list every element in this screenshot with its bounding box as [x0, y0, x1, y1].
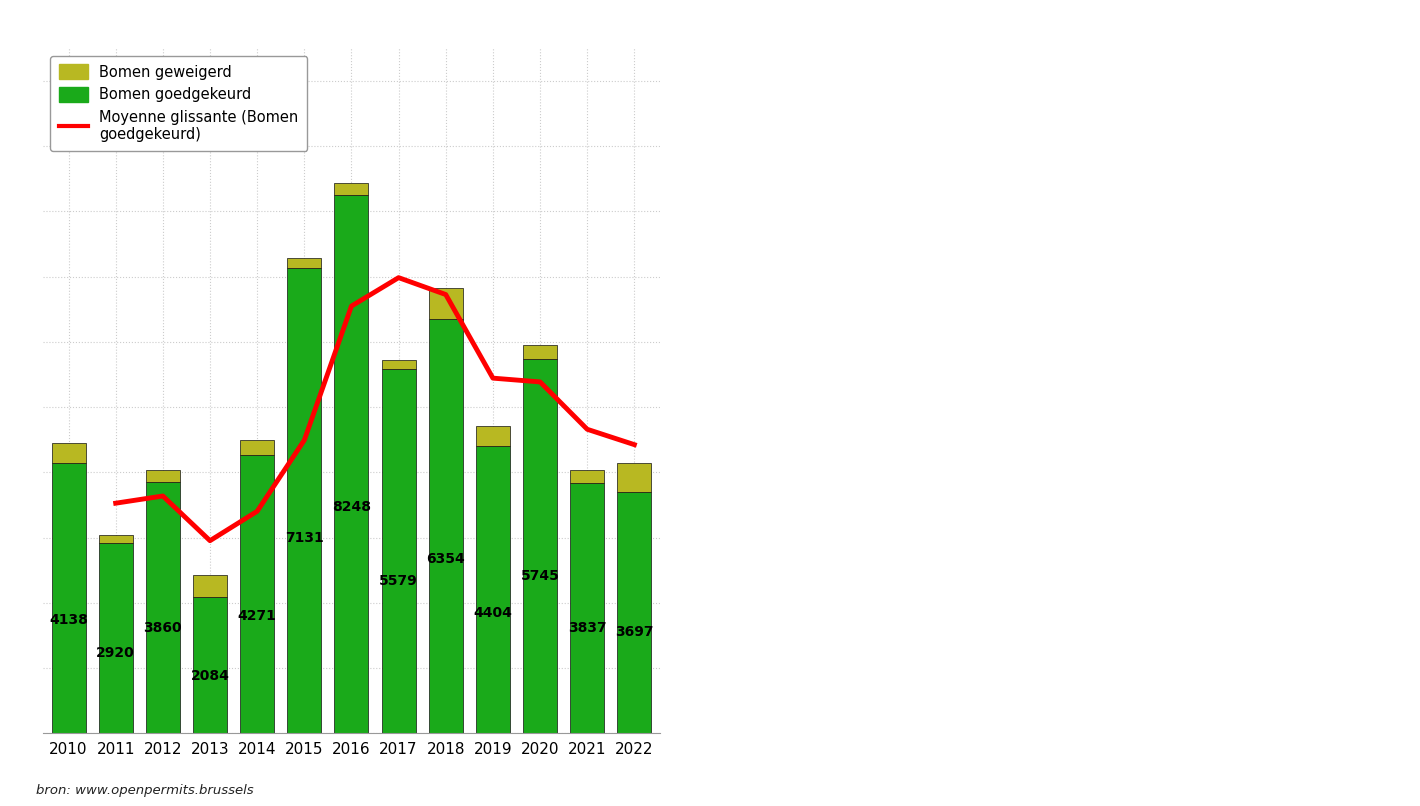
Moyenne glissante (Bomen
goedgekeurd): [391, 272, 408, 282]
Bar: [193, 575, 227, 597]
Bar: [618, 463, 652, 492]
Text: 4138: 4138: [50, 613, 88, 627]
Text: 2084: 2084: [190, 669, 230, 683]
Bar: [429, 288, 463, 319]
Bar: [523, 345, 557, 359]
Bar: [476, 446, 510, 733]
Moyenne glissante (Bomen
goedgekeurd): [437, 289, 454, 299]
Bar: [382, 360, 416, 369]
Bar: [146, 470, 180, 482]
Text: 3697: 3697: [615, 625, 653, 639]
Text: bron: www.openpermits.brussels: bron: www.openpermits.brussels: [36, 784, 253, 797]
Bar: [523, 359, 557, 733]
Bar: [99, 543, 132, 733]
Moyenne glissante (Bomen
goedgekeurd): [626, 440, 643, 450]
Moyenne glissante (Bomen
goedgekeurd): [531, 377, 548, 387]
Text: 2 033 bomen « gered »: 2 033 bomen « gered »: [843, 638, 1237, 667]
Bar: [382, 369, 416, 733]
Moyenne glissante (Bomen
goedgekeurd): [342, 301, 359, 311]
Bar: [287, 258, 321, 268]
Bar: [618, 492, 652, 733]
Text: 7131: 7131: [285, 531, 324, 545]
Moyenne glissante (Bomen
goedgekeurd): [248, 506, 266, 516]
Text: 3860: 3860: [143, 621, 182, 634]
Text: in 13 jaar: in 13 jaar: [959, 292, 1122, 321]
Bar: [571, 471, 604, 483]
Bar: [99, 535, 132, 543]
Text: 62 268 bomen verdwenen: 62 268 bomen verdwenen: [818, 211, 1262, 240]
Text: 6354: 6354: [426, 552, 466, 567]
Text: 3837: 3837: [568, 621, 606, 635]
Text: 5745: 5745: [521, 569, 559, 583]
Bar: [429, 319, 463, 733]
Bar: [571, 483, 604, 733]
Bar: [146, 482, 180, 733]
Text: 4271: 4271: [237, 609, 277, 623]
Moyenne glissante (Bomen
goedgekeurd): [202, 536, 219, 546]
Bar: [240, 440, 274, 455]
Bar: [335, 195, 368, 733]
Bar: [193, 597, 227, 733]
Bar: [476, 426, 510, 446]
Legend: Bomen geweigerd, Bomen goedgekeurd, Moyenne glissante (Bomen
goedgekeurd): Bomen geweigerd, Bomen goedgekeurd, Moye…: [50, 56, 308, 151]
Text: 4404: 4404: [473, 606, 513, 620]
Bar: [51, 443, 85, 463]
Moyenne glissante (Bomen
goedgekeurd): [155, 491, 172, 501]
Moyenne glissante (Bomen
goedgekeurd): [484, 373, 501, 383]
Bar: [287, 268, 321, 733]
Text: 2920: 2920: [97, 646, 135, 660]
Text: Meer dans 24 000 bomen: Meer dans 24 000 bomen: [824, 421, 1257, 450]
Moyenne glissante (Bomen
goedgekeurd): [579, 425, 596, 434]
Text: 5579: 5579: [379, 574, 417, 588]
Line: Moyenne glissante (Bomen
goedgekeurd): Moyenne glissante (Bomen goedgekeurd): [115, 277, 635, 541]
Moyenne glissante (Bomen
goedgekeurd): [106, 498, 124, 508]
Bar: [240, 455, 274, 733]
Text: 8248: 8248: [332, 501, 371, 514]
Text: in de afgelopen 5 jaar: in de afgelopen 5 jaar: [852, 501, 1228, 530]
Moyenne glissante (Bomen
goedgekeurd): [295, 435, 312, 445]
Bar: [335, 183, 368, 195]
Bar: [51, 463, 85, 733]
